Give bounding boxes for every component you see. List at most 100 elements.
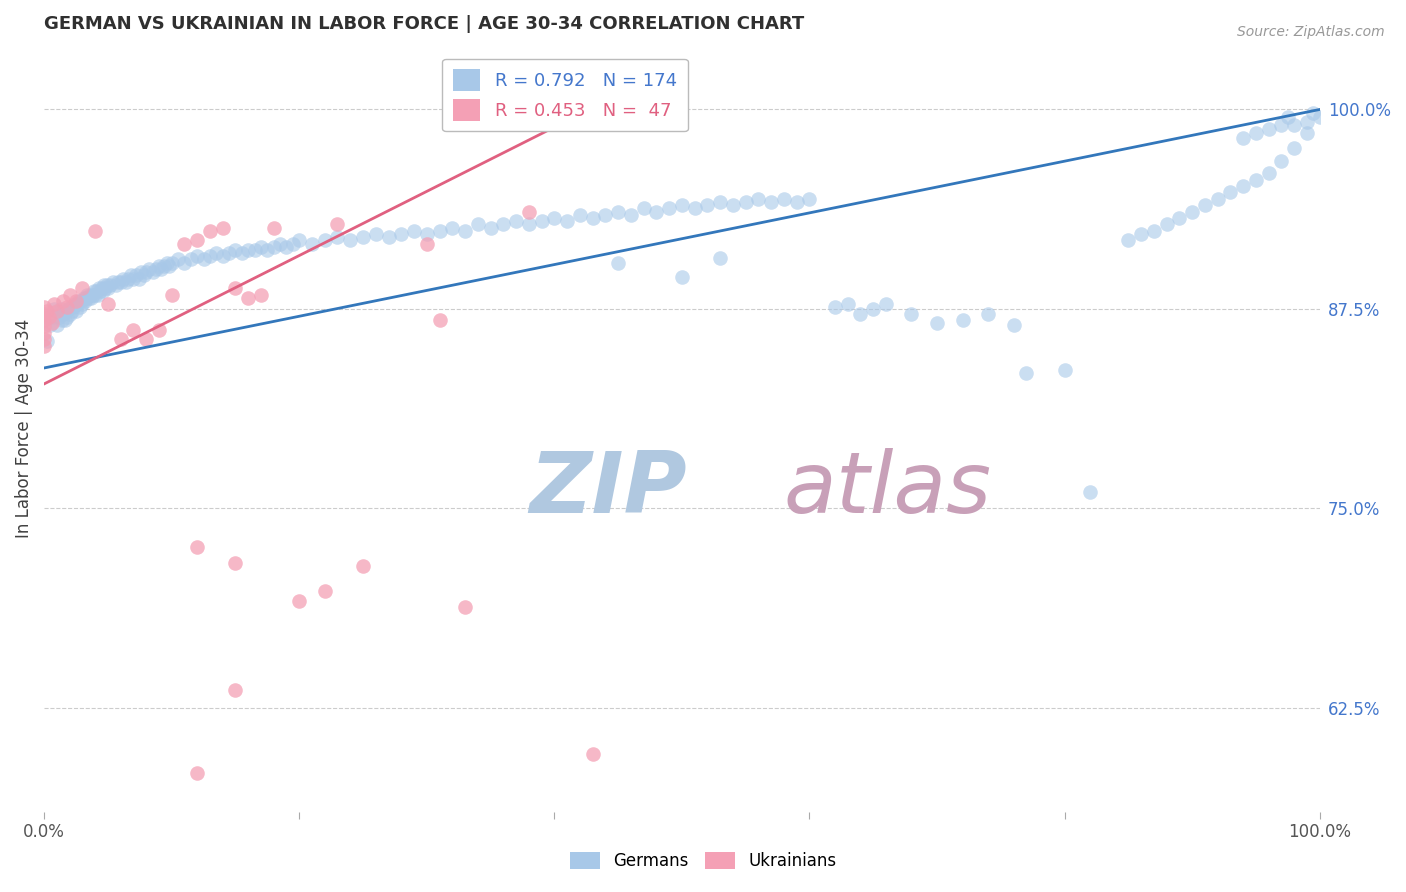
Point: [72, 297, 94, 311]
Point: [1296, 115, 1319, 129]
Point: [269, 236, 291, 251]
Point: [93, 278, 115, 293]
Point: [633, 202, 655, 216]
Point: [65, 303, 87, 318]
Point: [301, 236, 323, 251]
Point: [416, 236, 439, 251]
Point: [1181, 204, 1204, 219]
Point: [73, 293, 96, 308]
Point: [150, 262, 173, 277]
Point: [1078, 485, 1101, 500]
Point: [135, 265, 157, 279]
Text: atlas: atlas: [785, 449, 993, 532]
Point: [454, 600, 477, 615]
Point: [581, 747, 603, 761]
Point: [45, 318, 67, 332]
Point: [173, 255, 195, 269]
Point: [145, 262, 167, 277]
Point: [1156, 218, 1178, 232]
Point: [72, 281, 94, 295]
Point: [1194, 198, 1216, 212]
Point: [875, 297, 897, 311]
Point: [441, 220, 464, 235]
Point: [1296, 127, 1319, 141]
Point: [52, 293, 75, 308]
Point: [48, 310, 70, 324]
Point: [607, 204, 630, 219]
Point: [402, 224, 425, 238]
Point: [505, 214, 527, 228]
Point: [1244, 172, 1267, 186]
Point: [1270, 119, 1292, 133]
Point: [198, 249, 221, 263]
Point: [555, 214, 578, 228]
Point: [110, 275, 132, 289]
Point: [721, 198, 744, 212]
Point: [658, 202, 681, 216]
Point: [80, 291, 103, 305]
Point: [45, 303, 67, 318]
Point: [76, 287, 98, 301]
Point: [645, 204, 668, 219]
Point: [1206, 192, 1229, 206]
Text: GERMAN VS UKRAINIAN IN LABOR FORCE | AGE 30-34 CORRELATION CHART: GERMAN VS UKRAINIAN IN LABOR FORCE | AGE…: [44, 15, 804, 33]
Point: [1130, 227, 1153, 241]
Point: [276, 240, 298, 254]
Point: [734, 194, 756, 209]
Point: [1219, 186, 1241, 200]
Point: [416, 227, 439, 241]
Point: [581, 211, 603, 225]
Point: [186, 249, 208, 263]
Point: [32, 332, 55, 346]
Point: [218, 246, 240, 260]
Point: [900, 307, 922, 321]
Point: [224, 556, 246, 570]
Point: [52, 307, 75, 321]
Point: [709, 251, 731, 265]
Point: [138, 262, 160, 277]
Point: [250, 240, 273, 254]
Point: [326, 230, 349, 244]
Point: [56, 301, 79, 315]
Point: [339, 233, 361, 247]
Point: [671, 270, 693, 285]
Point: [86, 287, 108, 301]
Point: [59, 307, 82, 321]
Point: [89, 285, 111, 299]
Point: [530, 214, 553, 228]
Point: [94, 281, 117, 295]
Point: [167, 252, 190, 267]
Point: [41, 316, 63, 330]
Point: [59, 287, 82, 301]
Point: [925, 316, 948, 330]
Point: [607, 255, 630, 269]
Point: [65, 293, 87, 308]
Point: [1002, 318, 1025, 332]
Point: [238, 291, 260, 305]
Point: [1015, 366, 1038, 380]
Point: [224, 683, 246, 698]
Point: [747, 192, 769, 206]
Point: [849, 307, 872, 321]
Point: [32, 338, 55, 352]
Point: [112, 271, 135, 285]
Point: [87, 281, 110, 295]
Point: [543, 211, 565, 225]
Point: [1168, 211, 1191, 225]
Point: [101, 275, 124, 289]
Point: [180, 252, 202, 267]
Point: [39, 318, 62, 332]
Point: [517, 218, 540, 232]
Point: [862, 301, 884, 316]
Point: [51, 313, 73, 327]
Point: [377, 230, 399, 244]
Point: [198, 224, 221, 238]
Point: [90, 281, 112, 295]
Point: [517, 204, 540, 219]
Point: [60, 303, 83, 318]
Point: [32, 319, 55, 334]
Point: [104, 278, 127, 293]
Point: [224, 281, 246, 295]
Point: [32, 326, 55, 340]
Point: [107, 275, 129, 289]
